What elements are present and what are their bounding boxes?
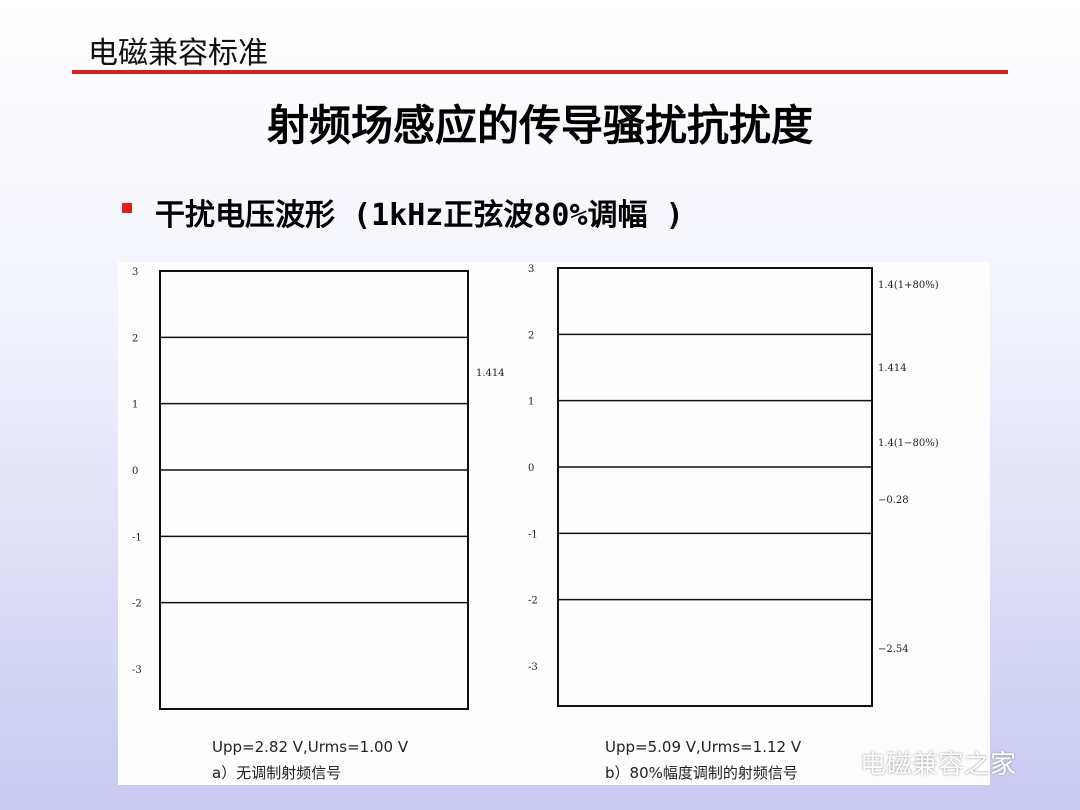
chart-b-caption: b）80%幅度调制的射频信号 bbox=[605, 764, 798, 782]
chart-a-formula: Upp=2.82 V,Urms=1.00 V bbox=[212, 738, 409, 756]
waveform-charts: 3 2 1 0 -1 -2 -3 1.414 3 2 1 0 -1 -2 -3 1.4(1+80%) 1.414… bbox=[118, 262, 939, 710]
slide-title: 射频场感应的传导骚扰抗扰度 bbox=[266, 101, 813, 150]
y-tick-label: -1 bbox=[132, 532, 142, 543]
y-tick-label: -2 bbox=[132, 599, 142, 610]
y-tick-label: 3 bbox=[132, 267, 138, 278]
section-header: 电磁兼容标准 bbox=[88, 36, 268, 71]
y-tick-label: 1 bbox=[132, 400, 138, 411]
y-tick-label: -3 bbox=[132, 665, 142, 676]
annotation-label: 1.414 bbox=[878, 363, 907, 374]
watermark: 电磁兼容之家 bbox=[860, 750, 1017, 780]
y-tick-label: -2 bbox=[528, 596, 538, 607]
y-tick-label: 0 bbox=[528, 463, 534, 474]
y-tick-label: 3 bbox=[528, 264, 534, 275]
y-tick-label: 0 bbox=[132, 466, 138, 477]
y-tick-label: 1 bbox=[528, 397, 534, 408]
bullet-text: 干扰电压波形 (1kHz正弦波80%调幅 ) bbox=[155, 198, 684, 233]
bullet-icon bbox=[122, 203, 132, 213]
y-tick-label: -3 bbox=[528, 662, 538, 673]
y-tick-label: 2 bbox=[528, 330, 534, 341]
figure: 3 2 1 0 -1 -2 -3 1.414 3 2 1 0 -1 -2 -3 1.4(1+80%) 1.414… bbox=[118, 262, 990, 785]
annotation-label: −0.28 bbox=[878, 495, 909, 506]
annotation-label: 1.4(1+80%) bbox=[878, 280, 939, 291]
annotation-label: −2.54 bbox=[878, 644, 909, 655]
y-tick-label: -1 bbox=[528, 529, 538, 540]
chart-frame bbox=[159, 270, 469, 710]
annotation-label: 1.414 bbox=[476, 368, 505, 379]
chart-frame bbox=[557, 267, 873, 707]
y-tick-label: 2 bbox=[132, 333, 138, 344]
header-divider bbox=[72, 70, 1008, 74]
chart-a-caption: a）无调制射频信号 bbox=[212, 764, 342, 782]
annotation-label: 1.4(1−80%) bbox=[878, 438, 939, 449]
chart-b-formula: Upp=5.09 V,Urms=1.12 V bbox=[605, 738, 802, 756]
